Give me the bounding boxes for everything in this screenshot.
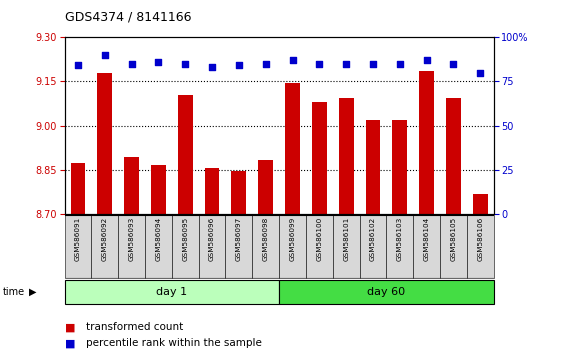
Text: GSM586095: GSM586095 <box>182 217 188 261</box>
Text: GSM586100: GSM586100 <box>316 217 323 261</box>
Text: GSM586093: GSM586093 <box>128 217 135 261</box>
Bar <box>333 215 360 278</box>
Text: GSM586104: GSM586104 <box>424 217 430 261</box>
Text: GSM586103: GSM586103 <box>397 217 403 261</box>
Bar <box>312 102 327 214</box>
Point <box>73 63 82 68</box>
Text: GSM586097: GSM586097 <box>236 217 242 261</box>
Bar <box>98 73 112 214</box>
Bar <box>71 162 85 214</box>
Point <box>100 52 109 58</box>
Bar <box>279 280 494 304</box>
Text: GSM586101: GSM586101 <box>343 217 349 261</box>
Point <box>396 61 404 67</box>
Text: time: time <box>3 287 25 297</box>
Point <box>315 61 324 67</box>
Point <box>342 61 351 67</box>
Bar <box>413 215 440 278</box>
Bar <box>205 169 219 214</box>
Bar <box>199 215 226 278</box>
Text: GSM586102: GSM586102 <box>370 217 376 261</box>
Bar <box>306 215 333 278</box>
Text: GSM586096: GSM586096 <box>209 217 215 261</box>
Text: ■: ■ <box>65 338 75 348</box>
Bar <box>178 95 192 214</box>
Text: GDS4374 / 8141166: GDS4374 / 8141166 <box>65 10 191 23</box>
Point <box>369 61 378 67</box>
Bar <box>252 215 279 278</box>
Bar <box>172 215 199 278</box>
Bar <box>258 160 273 214</box>
Point <box>127 61 136 67</box>
Text: ■: ■ <box>65 322 75 332</box>
Text: ▶: ▶ <box>29 287 36 297</box>
Bar <box>151 165 165 214</box>
Text: GSM586105: GSM586105 <box>450 217 457 261</box>
Text: transformed count: transformed count <box>86 322 183 332</box>
Point <box>154 59 163 65</box>
Point <box>234 63 243 68</box>
Text: GSM586091: GSM586091 <box>75 217 81 261</box>
Text: day 60: day 60 <box>367 287 406 297</box>
Bar <box>118 215 145 278</box>
Text: GSM586094: GSM586094 <box>155 217 162 261</box>
Text: GSM586092: GSM586092 <box>102 217 108 261</box>
Point <box>422 57 431 63</box>
Bar <box>339 98 353 214</box>
Bar <box>232 171 246 214</box>
Bar <box>419 71 434 214</box>
Bar <box>473 194 488 214</box>
Bar <box>65 280 279 304</box>
Bar <box>393 120 407 214</box>
Point <box>208 64 217 70</box>
Point <box>288 57 297 63</box>
Bar <box>91 215 118 278</box>
Bar <box>285 83 300 214</box>
Text: GSM586106: GSM586106 <box>477 217 483 261</box>
Bar <box>440 215 467 278</box>
Text: GSM586099: GSM586099 <box>289 217 296 261</box>
Bar <box>467 215 494 278</box>
Bar <box>446 98 461 214</box>
Point <box>449 61 458 67</box>
Text: GSM586098: GSM586098 <box>263 217 269 261</box>
Bar <box>124 157 139 214</box>
Text: day 1: day 1 <box>157 287 187 297</box>
Point <box>181 61 190 67</box>
Bar <box>360 215 387 278</box>
Point <box>261 61 270 67</box>
Text: percentile rank within the sample: percentile rank within the sample <box>86 338 262 348</box>
Bar <box>145 215 172 278</box>
Bar <box>65 215 91 278</box>
Bar <box>279 215 306 278</box>
Bar <box>226 215 252 278</box>
Bar <box>366 120 380 214</box>
Point <box>476 70 485 75</box>
Bar <box>387 215 413 278</box>
